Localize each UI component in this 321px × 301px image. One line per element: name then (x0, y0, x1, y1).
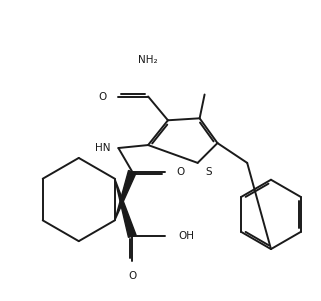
Polygon shape (115, 170, 136, 220)
Text: O: O (128, 271, 136, 281)
Text: S: S (205, 167, 212, 177)
Text: O: O (98, 92, 107, 101)
Text: NH₂: NH₂ (138, 55, 158, 65)
Polygon shape (115, 179, 136, 237)
Text: OH: OH (179, 231, 195, 241)
Text: O: O (177, 167, 185, 177)
Text: HN: HN (95, 143, 110, 153)
